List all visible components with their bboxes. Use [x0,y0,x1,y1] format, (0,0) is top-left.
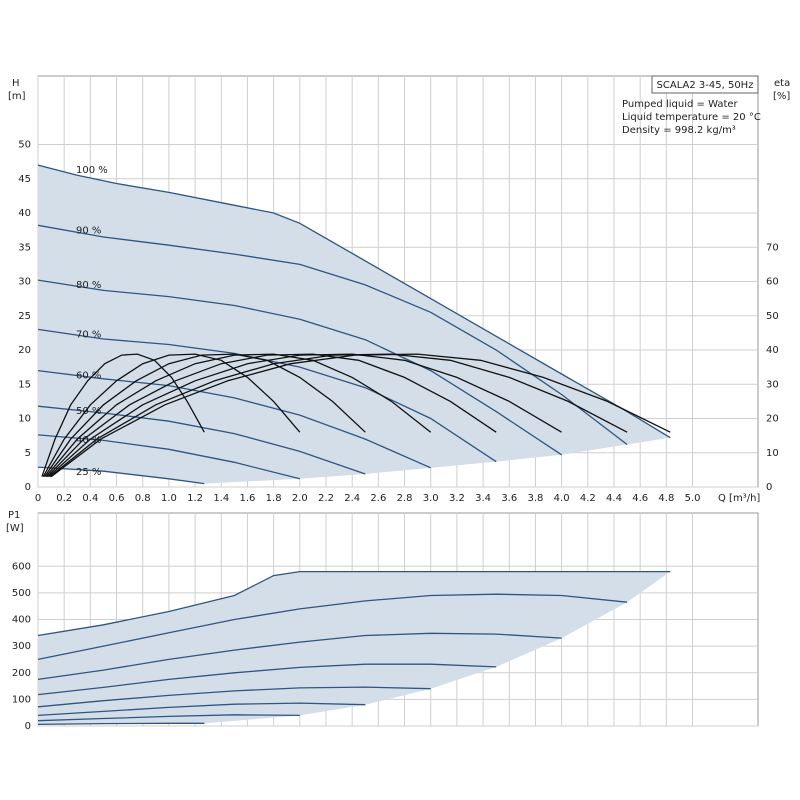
x-tick-label: 2.0 [292,493,308,504]
y2-axis-label: eta [774,78,790,89]
x-tick-label: 2.4 [344,493,360,504]
y-axis-unit: [W] [6,523,24,534]
curve-label: 70 % [76,329,101,340]
x-tick-label: 1.0 [161,493,177,504]
curve [37,663,497,696]
y-tick-label: 10 [18,414,31,425]
y2-tick-label: 10 [766,448,779,459]
curve-label: 80 % [76,280,101,291]
x-tick-label: 1.2 [187,493,203,504]
x-tick-label: 4.0 [554,493,570,504]
y-tick-label: 0 [25,721,31,732]
y-axis-label: H [12,78,20,89]
curve [37,632,562,681]
y-tick-label: 5 [25,448,31,459]
title-box [651,75,759,94]
y-tick-label: 35 [18,242,31,253]
chart-title: SCALA2 3-45, 50Hz [657,80,754,91]
x-tick-label: 4.6 [632,493,648,504]
curve [37,722,205,726]
y-tick-label: 400 [12,615,31,626]
x-tick-label: 5.0 [685,493,701,504]
x-tick-label: 3.6 [501,493,517,504]
annotation: Liquid temperature = 20 °C [622,112,761,123]
x-tick-label: 2.2 [318,493,334,504]
x-tick-label: 4.4 [606,493,622,504]
operating-area [38,165,671,484]
x-tick-label: 1.4 [213,493,229,504]
annotation: Pumped liquid = Water [622,99,739,110]
curve [37,686,431,708]
y2-tick-label: 20 [766,414,779,425]
y-tick-label: 100 [12,694,31,705]
y2-axis-unit: [%] [773,91,790,102]
y-tick-label: 0 [25,482,31,493]
curve-label: 50 % [76,406,101,417]
efficiency-curve [48,353,562,478]
curve-label: 100 % [76,165,108,176]
curve [37,434,300,480]
y-tick-label: 45 [18,174,31,185]
x-tick-label: 1.8 [266,493,282,504]
y-tick-label: 50 [18,140,31,151]
y-tick-label: 25 [18,311,31,322]
x-tick-label: 3.2 [449,493,465,504]
x-tick-label: 0.2 [56,493,72,504]
efficiency-curve [45,353,432,478]
x-tick-label: 0.6 [109,493,125,504]
x-tick-label: 2.8 [397,493,413,504]
curve [37,224,628,446]
curve [37,593,628,661]
curve [37,702,366,717]
y-tick-label: 15 [18,379,31,390]
curve [37,369,431,469]
efficiency-curve [43,353,366,478]
y-tick-label: 200 [12,668,31,679]
y-tick-label: 40 [18,208,31,219]
x-tick-label: 0.4 [82,493,98,504]
efficiency-curve [50,353,671,478]
curve [37,164,671,439]
x-tick-label: 2.6 [370,493,386,504]
y2-tick-label: 30 [766,379,779,390]
y2-tick-label: 0 [766,482,772,493]
y-tick-label: 600 [12,561,31,572]
curve [37,714,300,722]
y2-tick-label: 70 [766,242,779,253]
curve-label: 60 % [76,371,101,382]
curve-label: 90 % [76,225,101,236]
y-tick-label: 20 [18,345,31,356]
x-tick-label: 4.2 [580,493,596,504]
x-tick-label: 3.8 [528,493,544,504]
curve [37,570,671,637]
x-tick-label: 1.6 [240,493,256,504]
x-axis-label: Q [m³/h] [718,493,760,504]
efficiency-curve [46,353,497,478]
y2-tick-label: 50 [766,311,779,322]
y-axis-unit: [m] [8,91,26,102]
operating-area [38,571,671,725]
y2-tick-label: 60 [766,277,779,288]
x-tick-label: 0.8 [135,493,151,504]
curve [37,279,562,456]
y-tick-label: 500 [12,588,31,599]
efficiency-curve [41,353,205,477]
x-tick-label: 3.4 [475,493,491,504]
efficiency-curve [49,353,628,478]
x-tick-label: 3.0 [423,493,439,504]
curve-label: 25 % [76,467,101,478]
y-axis-label: P1 [8,510,20,521]
y-tick-label: 300 [12,641,31,652]
efficiency-curve [42,353,301,478]
x-tick-label: 0 [35,493,41,504]
annotation: Density = 998.2 kg/m³ [622,125,736,136]
curve [37,466,205,485]
x-tick-label: 4.8 [658,493,674,504]
y2-tick-label: 40 [766,345,779,356]
y-tick-label: 30 [18,277,31,288]
